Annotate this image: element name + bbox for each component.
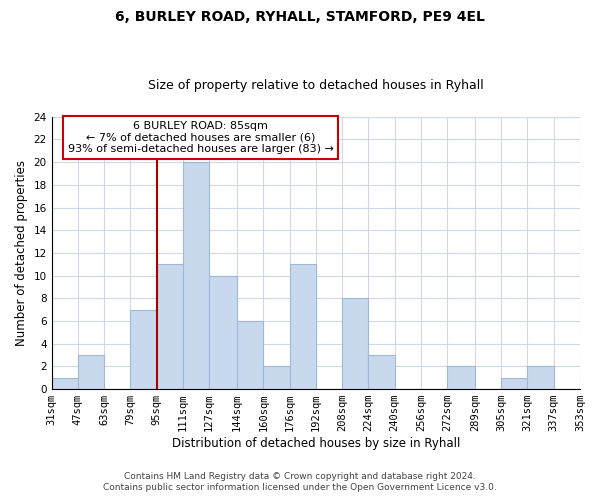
Text: 6 BURLEY ROAD: 85sqm
← 7% of detached houses are smaller (6)
93% of semi-detache: 6 BURLEY ROAD: 85sqm ← 7% of detached ho… [68, 121, 334, 154]
Bar [580, 378, 600, 389]
Text: Contains HM Land Registry data © Crown copyright and database right 2024.
Contai: Contains HM Land Registry data © Crown c… [103, 472, 497, 492]
X-axis label: Distribution of detached houses by size in Ryhall: Distribution of detached houses by size … [172, 437, 460, 450]
Bar [501, 378, 527, 389]
Bar [183, 162, 209, 389]
Bar [447, 366, 475, 389]
Bar [209, 276, 237, 389]
Bar [237, 321, 263, 389]
Bar [342, 298, 368, 389]
Title: Size of property relative to detached houses in Ryhall: Size of property relative to detached ho… [148, 79, 484, 92]
Bar [157, 264, 183, 389]
Bar [78, 355, 104, 389]
Bar [290, 264, 316, 389]
Bar [52, 378, 78, 389]
Text: 6, BURLEY ROAD, RYHALL, STAMFORD, PE9 4EL: 6, BURLEY ROAD, RYHALL, STAMFORD, PE9 4E… [115, 10, 485, 24]
Bar [527, 366, 554, 389]
Bar [263, 366, 290, 389]
Bar [368, 355, 395, 389]
Y-axis label: Number of detached properties: Number of detached properties [15, 160, 28, 346]
Bar [130, 310, 157, 389]
